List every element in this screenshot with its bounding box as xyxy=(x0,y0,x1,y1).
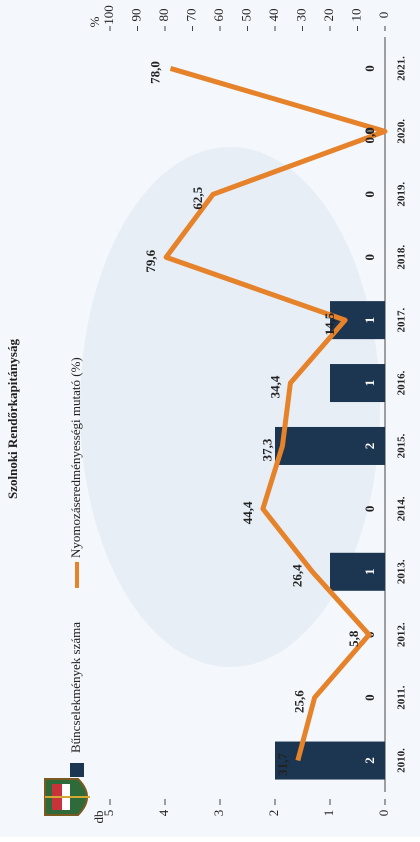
line-value-label: 78,0 xyxy=(147,61,162,84)
bar-value-label: 0 xyxy=(362,128,377,135)
legend-label: Nyomozáseredményességi mutató (%) xyxy=(68,357,83,558)
x-tick-label: 2017. xyxy=(396,308,408,333)
y2-tick-label: 80 xyxy=(156,9,171,22)
x-tick-label: 2012. xyxy=(396,622,408,647)
x-tick-label: 2020. xyxy=(396,119,408,144)
line xyxy=(163,66,388,762)
line-value-label: 34,4 xyxy=(267,375,282,398)
y2-tick-label: 100 xyxy=(101,5,116,25)
y2-tick-label: 90 xyxy=(128,9,143,22)
bar xyxy=(330,301,385,340)
background-image xyxy=(80,147,380,667)
bar-value-label: 2 xyxy=(362,757,377,764)
bar-value-label: 0 xyxy=(362,694,377,701)
y2-axis-title: % xyxy=(87,16,102,27)
bar-value-label: 0 xyxy=(362,254,377,261)
y-tick-label: 2 xyxy=(266,810,281,817)
legend-swatch xyxy=(70,763,84,777)
y2-tick-label: 0 xyxy=(376,12,391,19)
y-axis-title: db xyxy=(91,811,106,824)
bar xyxy=(330,364,385,403)
bar-value-label: 0 xyxy=(362,506,377,513)
y2-tick-label: 20 xyxy=(321,9,336,22)
y-tick-label: 4 xyxy=(156,809,171,816)
y-tick-label: 3 xyxy=(211,810,226,817)
line-value-label: 5,8 xyxy=(346,630,361,647)
line-value-label: 0,0 xyxy=(362,127,377,143)
bar-value-label: 1 xyxy=(362,569,377,576)
y2-tick-label: 10 xyxy=(348,9,363,22)
bar-value-label: 0 xyxy=(362,65,377,72)
bar-value-label: 1 xyxy=(362,317,377,324)
x-tick-label: 2014. xyxy=(396,496,408,521)
x-tick-label: 2016. xyxy=(396,370,408,395)
bar-value-label: 1 xyxy=(362,380,377,387)
y-tick-label: 5 xyxy=(101,810,116,817)
x-tick-label: 2015. xyxy=(396,433,408,458)
y-tick-label: 0 xyxy=(376,810,391,817)
y2-tick-label: 70 xyxy=(183,9,198,22)
line-value-label: 37,3 xyxy=(259,438,274,461)
y-tick-label: 1 xyxy=(321,810,336,817)
x-tick-label: 2019. xyxy=(396,182,408,207)
y2-tick-label: 50 xyxy=(238,9,253,22)
logo xyxy=(44,778,90,816)
x-tick-label: 2013. xyxy=(396,559,408,584)
line-value-label: 79,6 xyxy=(143,249,158,272)
legend-label: Bűncselekmények száma xyxy=(68,622,83,753)
rotated-chart: Szolnoki Rendőrkapitányság db % 01234501… xyxy=(5,5,408,823)
line-value-label: 25,6 xyxy=(292,690,307,713)
bar xyxy=(275,426,385,465)
y2-tick-label: 30 xyxy=(293,9,308,22)
chart-title: Szolnoki Rendőrkapitányság xyxy=(5,338,20,499)
bar xyxy=(330,552,385,591)
line-value-label: 26,4 xyxy=(289,564,304,587)
line-value-label: 31,7 xyxy=(275,753,290,776)
x-tick-label: 2011. xyxy=(396,685,408,709)
line-value-label: 14,5 xyxy=(322,312,337,335)
bar-value-label: 2 xyxy=(362,443,377,450)
x-tick-label: 2018. xyxy=(396,245,408,270)
bar-value-label: 0 xyxy=(362,191,377,198)
x-tick-label: 2021. xyxy=(396,56,408,81)
y2-tick-label: 60 xyxy=(211,9,226,22)
line-value-label: 62,5 xyxy=(190,186,205,209)
y2-tick-label: 40 xyxy=(266,9,281,22)
x-tick-label: 2010. xyxy=(396,748,408,773)
line-value-label: 44,4 xyxy=(240,501,255,524)
